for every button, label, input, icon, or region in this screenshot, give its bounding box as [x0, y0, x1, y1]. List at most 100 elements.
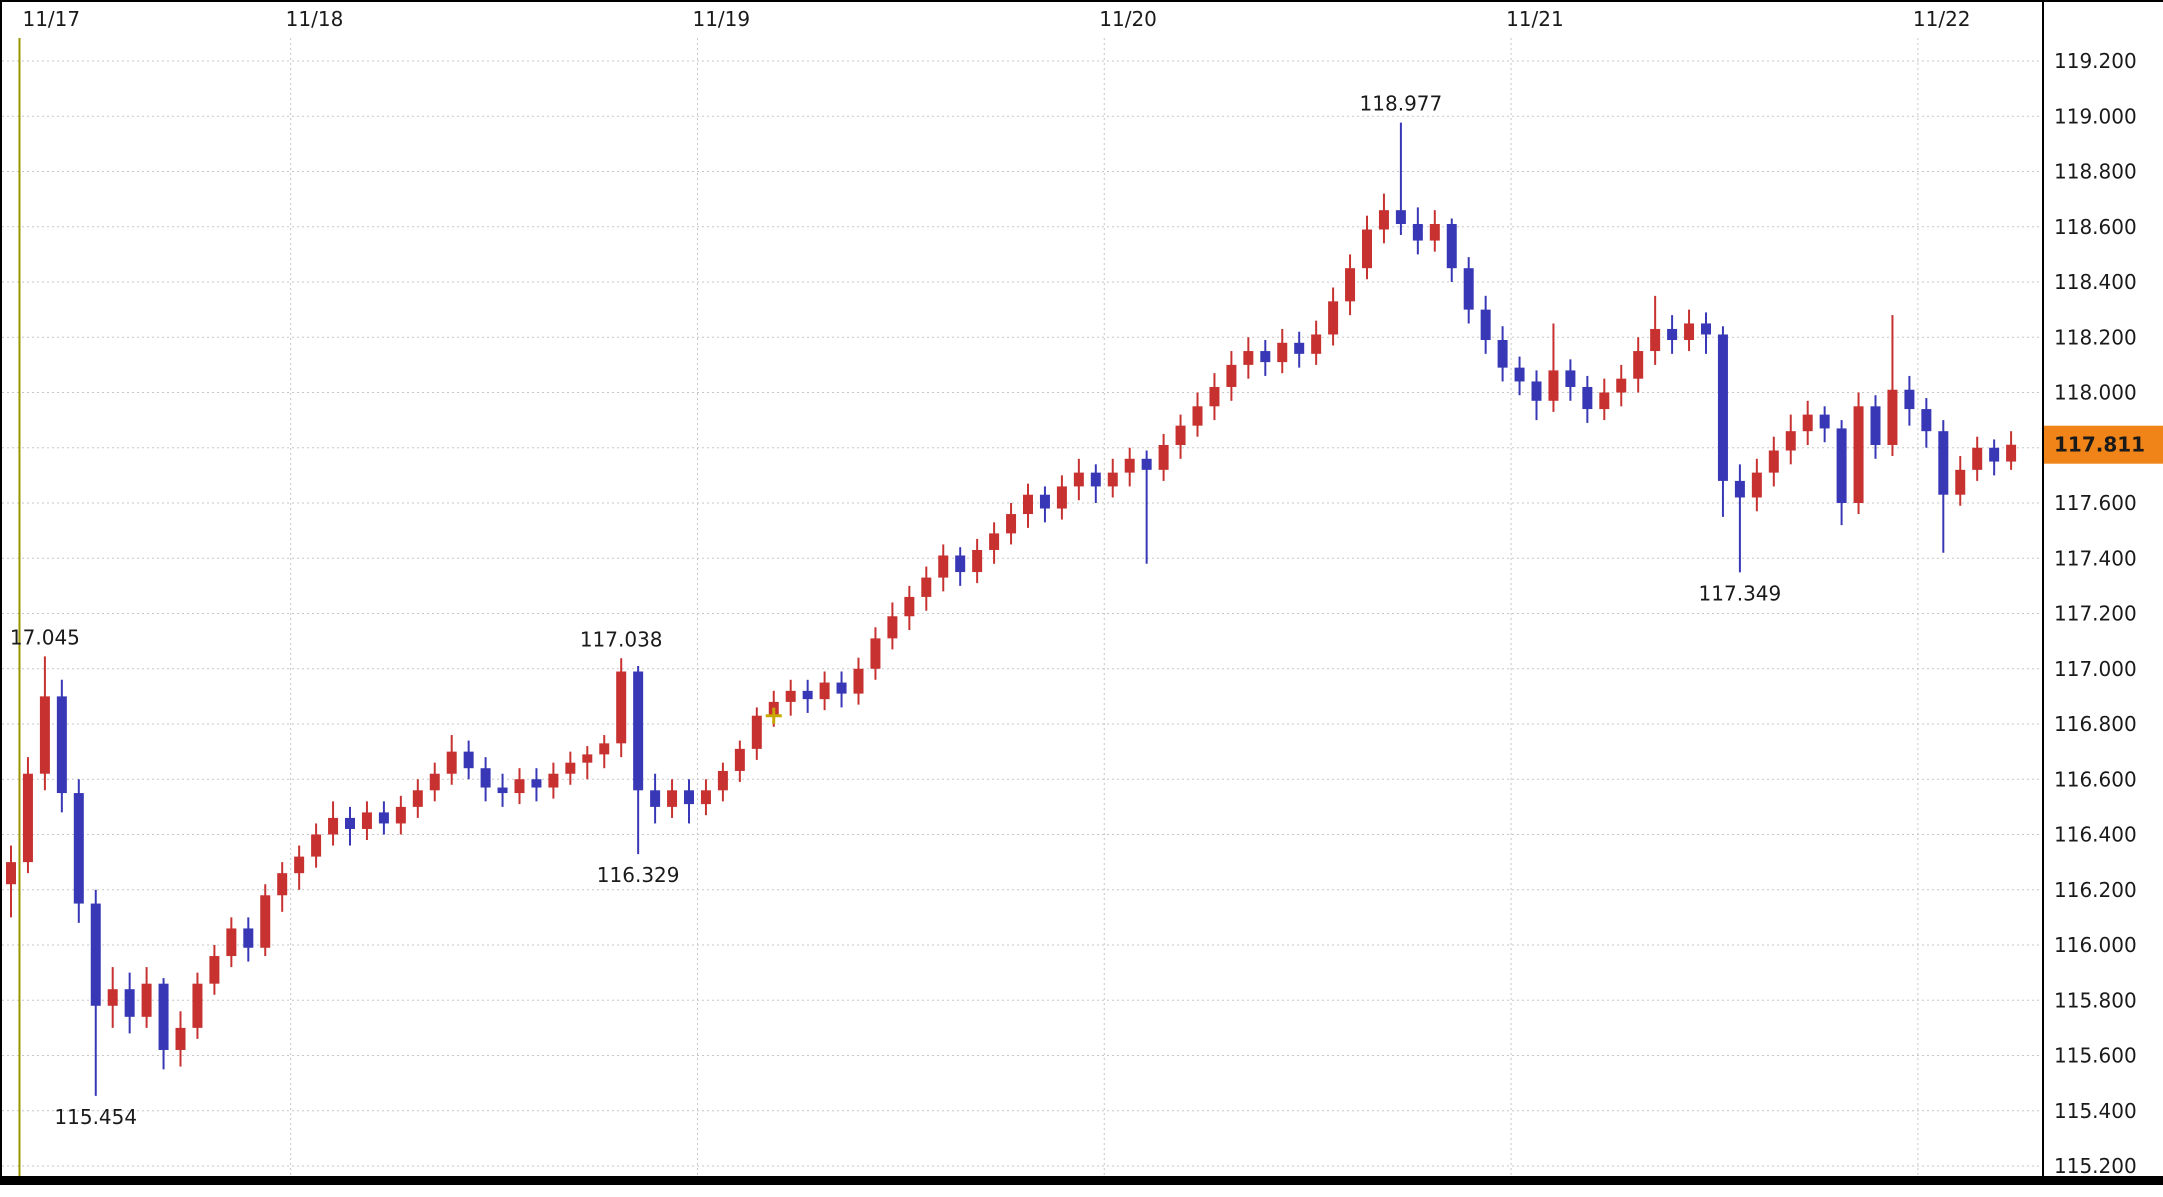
candle-body — [361, 812, 372, 829]
candle-body — [1819, 414, 1830, 429]
candle-body — [2006, 444, 2017, 462]
price-tick-label: 118.600 — [2054, 215, 2137, 239]
candle-body — [90, 903, 101, 1006]
candle-body — [1107, 472, 1118, 487]
candle-body — [684, 790, 694, 805]
candle-body — [802, 690, 813, 700]
candle-body — [1260, 351, 1271, 363]
candle-body — [412, 790, 423, 807]
candle-body — [887, 616, 898, 639]
candle-body — [734, 748, 745, 771]
candle-body — [395, 806, 406, 824]
candle-body — [480, 768, 491, 788]
chart-plot-area[interactable] — [0, 38, 2042, 1176]
price-tick-label: 115.200 — [2054, 1154, 2137, 1178]
price-tick-label: 117.400 — [2054, 546, 2137, 570]
date-label: 11/18 — [286, 7, 344, 31]
candle-body — [1429, 223, 1440, 241]
bottom-border — [0, 1176, 2163, 1185]
annotation-high-label: 117.038 — [580, 627, 663, 651]
candle-body — [1684, 323, 1695, 341]
candle-body — [124, 989, 135, 1017]
candle-body — [226, 928, 237, 957]
candle-body — [1073, 472, 1084, 487]
candle-body — [785, 690, 796, 702]
candle-body — [717, 770, 728, 791]
price-tick-label: 115.600 — [2054, 1044, 2137, 1068]
annotation-low-label: 117.349 — [1699, 581, 1782, 605]
candle-body — [836, 682, 847, 694]
candle-body — [1158, 444, 1169, 470]
candle-body — [1023, 494, 1033, 515]
date-label: 11/19 — [692, 7, 750, 31]
candle-body — [921, 577, 932, 597]
price-tick-label: 115.400 — [2054, 1099, 2137, 1123]
candle-body — [22, 773, 33, 863]
price-tick-label: 118.200 — [2054, 325, 2137, 349]
candle-body — [1785, 431, 1796, 451]
candle-body — [243, 928, 254, 948]
candle-body — [1768, 450, 1779, 473]
candle-body — [1311, 334, 1322, 354]
candle-body — [531, 779, 542, 788]
candle-body — [1345, 268, 1356, 302]
price-tick-label: 118.400 — [2054, 270, 2137, 294]
candle-body — [1412, 223, 1423, 241]
candle-body — [1701, 323, 1711, 335]
candle-body — [1378, 210, 1389, 230]
date-label: 11/17 — [22, 7, 80, 31]
candle-body — [158, 983, 169, 1050]
candle-body — [1955, 469, 1966, 495]
candle-body — [73, 793, 84, 904]
candle-body — [853, 668, 864, 694]
candle-body — [1836, 428, 1847, 503]
annotation-high-label: 17.045 — [10, 625, 80, 649]
candle-body — [1751, 472, 1762, 498]
candle-body — [328, 817, 339, 835]
candle-body — [1209, 386, 1220, 407]
candle-body — [1328, 301, 1339, 335]
candle-body — [904, 596, 915, 617]
top-border — [0, 0, 2163, 2]
candle-body — [700, 790, 711, 805]
candle-body — [1650, 328, 1661, 352]
candle-body — [1446, 223, 1457, 269]
candle-body — [1039, 494, 1050, 509]
candle-body — [1497, 340, 1508, 368]
price-tick-label: 116.200 — [2054, 878, 2137, 902]
candle-body — [260, 895, 271, 948]
price-tick-label: 117.200 — [2054, 602, 2137, 626]
candle-body — [751, 715, 762, 749]
candle-body — [1599, 392, 1610, 410]
candle-body — [1904, 389, 1915, 410]
candle-body — [1582, 386, 1593, 410]
candle-body — [6, 862, 16, 885]
candle-body — [56, 696, 67, 794]
candle-body — [582, 754, 593, 763]
price-tick-label: 117.600 — [2054, 491, 2137, 515]
price-tick-label: 116.400 — [2054, 823, 2137, 847]
price-tick-label: 115.800 — [2054, 988, 2137, 1012]
candle-body — [107, 989, 118, 1006]
candle-body — [667, 790, 678, 807]
last-price-badge-label: 117.811 — [2054, 433, 2145, 457]
candle-body — [1717, 334, 1728, 481]
candle-body — [1362, 229, 1372, 269]
candle-body — [1938, 431, 1949, 495]
candle-body — [1395, 210, 1406, 224]
candle-body — [345, 817, 355, 829]
candle-body — [1870, 406, 1881, 445]
candle-body — [1463, 268, 1474, 310]
price-tick-label: 118.800 — [2054, 160, 2137, 184]
candle-body — [1667, 328, 1678, 341]
left-border — [0, 0, 2, 1185]
candle-body — [1006, 514, 1017, 534]
price-tick-label: 116.800 — [2054, 712, 2137, 736]
candle-body — [1277, 342, 1288, 363]
candle-body — [1853, 406, 1864, 503]
candle-body — [141, 983, 152, 1017]
candle-body — [311, 834, 322, 857]
candle-body — [1226, 364, 1237, 387]
candle-body — [565, 762, 576, 774]
